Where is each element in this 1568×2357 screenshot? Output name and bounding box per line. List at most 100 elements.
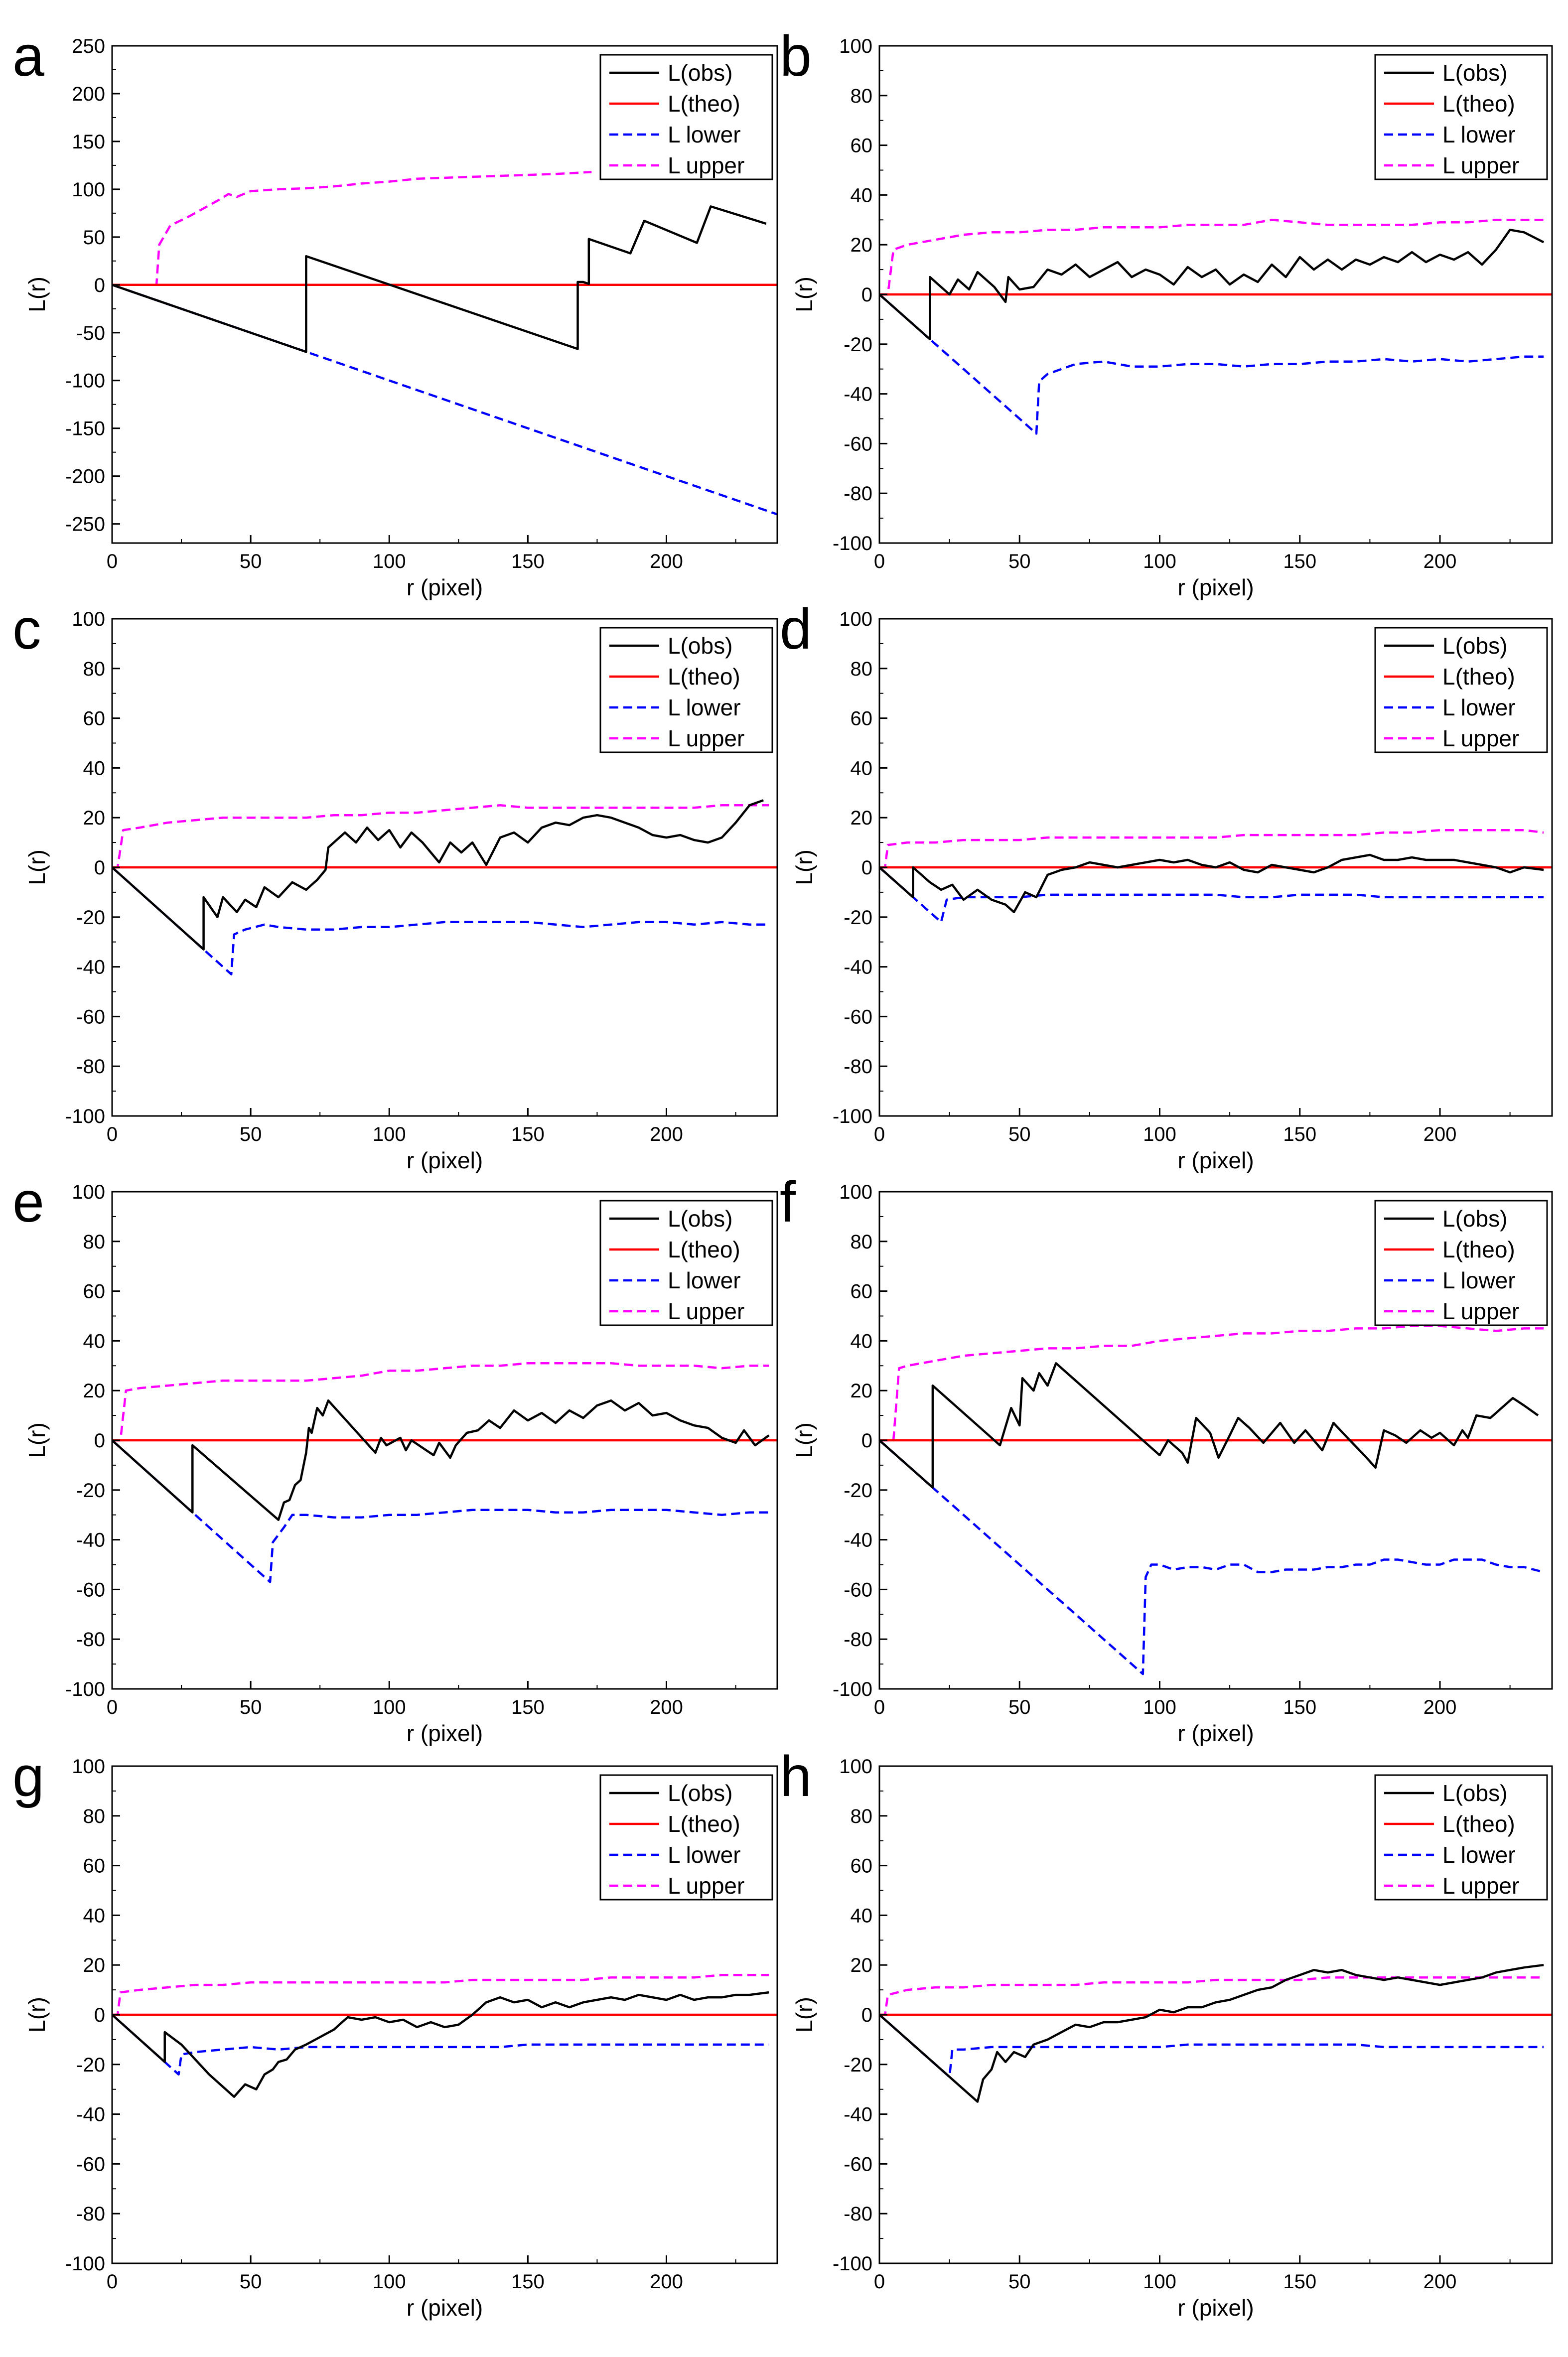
x-tick-label: 50 xyxy=(1008,1123,1031,1145)
x-tick-label: 150 xyxy=(1283,1696,1316,1718)
plot-area xyxy=(112,171,777,516)
y-tick-label: -40 xyxy=(844,957,872,978)
x-tick-label: 200 xyxy=(650,1123,683,1145)
y-tick-label: 200 xyxy=(72,83,105,105)
panel-f: f 0 50 100 150 200 -100 -80 -60 -40 -20 0 20 40 60 80 10… xyxy=(780,1170,1553,1746)
x-axis-title: r (pixel) xyxy=(1177,2295,1254,2321)
x-tick-label: 50 xyxy=(240,551,262,572)
x-tick-label: 100 xyxy=(373,551,406,572)
y-tick-label: -60 xyxy=(76,1006,105,1028)
legend-label: L lower xyxy=(668,1267,741,1293)
y-tick-label: 20 xyxy=(851,234,873,256)
panel-b: b 0 50 100 150 200 -100 -80 -60 -40 -20 0 20 40 60 80 10… xyxy=(780,24,1553,600)
legend: L(obs) L(theo) L lower L upper xyxy=(1374,1774,1548,1901)
y-tick-label: -40 xyxy=(76,957,105,978)
y-tick-label: -20 xyxy=(844,1480,872,1502)
y-tick-label: 0 xyxy=(861,1430,872,1452)
x-tick-label: 200 xyxy=(1424,1123,1457,1145)
y-tick-label: 0 xyxy=(861,2004,872,2026)
x-tick-label: 150 xyxy=(511,1696,545,1718)
plot-area xyxy=(112,1362,777,1583)
y-tick-label: 150 xyxy=(72,131,105,153)
panel-letter-e: e xyxy=(12,1170,44,1234)
x-tick-label: 0 xyxy=(107,2271,118,2293)
y-tick-label: 60 xyxy=(851,1855,873,1877)
y-tick-label: 40 xyxy=(851,184,873,206)
y-tick-label: 20 xyxy=(83,807,106,829)
series-line-l-obs xyxy=(112,799,764,951)
legend-box xyxy=(1374,1774,1548,1901)
series-line-l-obs xyxy=(112,1399,770,1521)
y-tick-label: 100 xyxy=(839,1181,872,1203)
y-tick-label: -60 xyxy=(844,433,872,455)
y-tick-label: 250 xyxy=(72,35,105,57)
x-tick-label: 150 xyxy=(1283,1123,1316,1145)
y-tick-label: -80 xyxy=(844,1056,872,1078)
y-tick-label: 80 xyxy=(83,1805,106,1827)
x-tick-label: 0 xyxy=(107,1696,118,1718)
y-tick-label: 40 xyxy=(851,1330,873,1352)
y-tick-label: -40 xyxy=(844,1529,872,1551)
y-tick-label: -100 xyxy=(833,533,872,555)
y-tick-label: 20 xyxy=(851,1954,873,1976)
y-tick-label: 20 xyxy=(851,807,873,829)
y-tick-label: 0 xyxy=(94,2004,105,2026)
series-line-l-upper xyxy=(879,1976,1544,2016)
plot-frame xyxy=(111,45,778,544)
x-tick-label: 0 xyxy=(107,551,118,572)
legend: L(obs) L(theo) L lower L upper xyxy=(599,627,773,753)
y-tick-label: -80 xyxy=(844,2203,872,2225)
x-tick-label: 150 xyxy=(511,2271,545,2293)
x-tick-label: 100 xyxy=(373,2271,406,2293)
y-tick-label: 80 xyxy=(851,1231,873,1253)
legend: L(obs) L(theo) L lower L upper xyxy=(1374,54,1548,180)
panel-letter-a: a xyxy=(12,24,44,88)
panel-a: a 0 50 100 150 200 -250 -200 -150 -100 -50 0 50 100 15… xyxy=(12,24,778,600)
y-tick-label: -80 xyxy=(76,1629,105,1651)
y-tick-label: 100 xyxy=(839,608,872,630)
legend-box xyxy=(1374,1200,1548,1326)
y-tick-label: 40 xyxy=(851,1905,873,1927)
y-tick-label: 60 xyxy=(83,708,106,730)
y-tick-label: -150 xyxy=(65,418,105,440)
x-axis-title: r (pixel) xyxy=(1177,574,1254,600)
y-axis-title: L(r) xyxy=(24,849,50,885)
y-tick-label: 20 xyxy=(83,1954,106,1976)
y-tick-label: 80 xyxy=(83,658,106,680)
y-tick-label: -100 xyxy=(65,2253,105,2275)
plot-area xyxy=(879,1963,1552,2103)
y-tick-label: -80 xyxy=(76,2203,105,2225)
y-tick-label: 60 xyxy=(83,1855,106,1877)
y-tick-label: 20 xyxy=(851,1380,873,1402)
legend-label: L upper xyxy=(1442,152,1519,178)
legend-label: L(obs) xyxy=(1442,1780,1507,1806)
x-tick-label: 100 xyxy=(373,1696,406,1718)
y-axis-title: L(r) xyxy=(24,1422,50,1458)
y-tick-label: -80 xyxy=(76,1056,105,1078)
y-tick-label: -80 xyxy=(844,483,872,505)
legend-label: L lower xyxy=(1442,694,1516,720)
legend: L(obs) L(theo) L lower L upper xyxy=(599,54,773,180)
legend-label: L lower xyxy=(1442,122,1516,147)
series-line-l-upper xyxy=(879,219,1544,296)
series-line-l-lower xyxy=(879,2014,1544,2079)
y-tick-label: 0 xyxy=(861,284,872,306)
x-tick-label: 200 xyxy=(650,1696,683,1718)
legend-label: L(obs) xyxy=(668,60,732,86)
legend-label: L upper xyxy=(668,725,744,751)
y-tick-label: -100 xyxy=(833,1106,872,1127)
legend-box xyxy=(599,1774,773,1901)
y-tick-label: 80 xyxy=(83,1231,106,1253)
y-tick-label: 100 xyxy=(839,1756,872,1778)
series-line-l-upper xyxy=(112,171,592,286)
y-tick-label: -100 xyxy=(833,1678,872,1700)
y-axis-title: L(r) xyxy=(791,277,817,312)
plot-area xyxy=(879,829,1552,924)
y-tick-label: 100 xyxy=(72,1181,105,1203)
y-tick-label: 100 xyxy=(72,608,105,630)
x-tick-label: 50 xyxy=(240,1696,262,1718)
y-tick-label: 0 xyxy=(94,1430,105,1452)
series-line-l-upper xyxy=(112,1362,769,1442)
panel-letter-f: f xyxy=(780,1170,796,1234)
